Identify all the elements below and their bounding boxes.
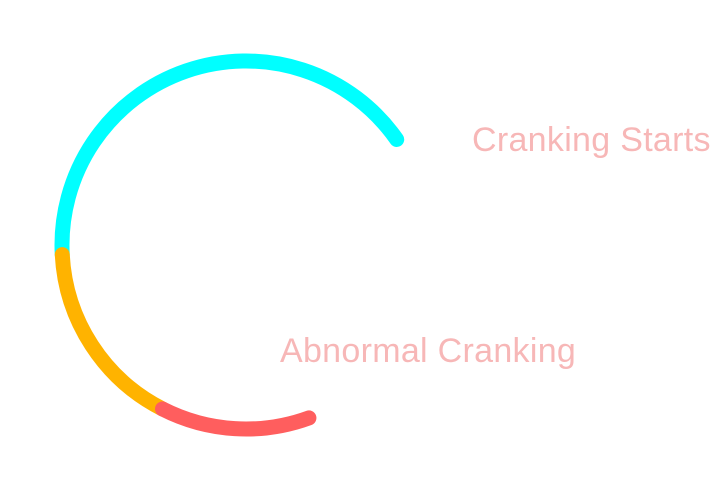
cranking-starts-label: Cranking Starts <box>472 121 711 159</box>
ring-segment-red <box>154 401 317 437</box>
ring-segment-amber <box>54 247 170 417</box>
ring-segment-cyan <box>54 53 405 263</box>
abnormal-cranking-label: Abnormal Cranking <box>280 332 577 370</box>
